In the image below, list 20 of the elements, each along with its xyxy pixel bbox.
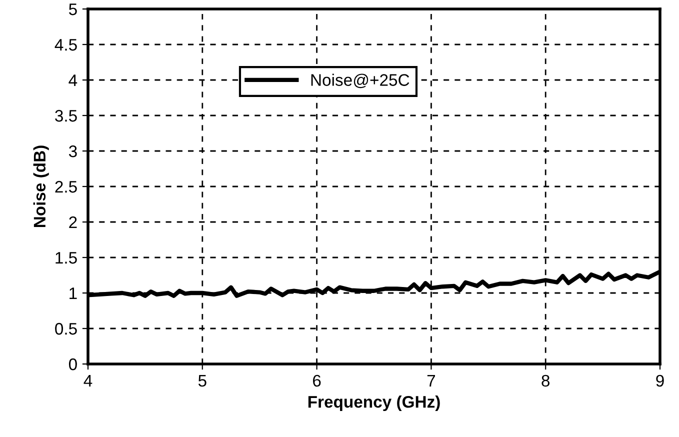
y-tick-label: 2.5 (55, 180, 77, 193)
y-axis-title: Noise (dB) (33, 146, 49, 228)
y-tick-label: 1 (70, 288, 77, 300)
y-tick-label: 3 (68, 145, 77, 158)
y-tick-label: 4 (68, 74, 78, 86)
y-tick-label: 3.5 (55, 110, 77, 122)
x-tick-label: 9 (656, 374, 664, 387)
x-tick-label: 8 (542, 374, 550, 387)
y-tick-label: 1.5 (56, 252, 77, 264)
y-tick-label: 5 (68, 4, 77, 16)
y-tick-label: 2 (69, 216, 77, 228)
x-tick-label: 6 (313, 374, 321, 387)
x-axis-title: Frequency (GHz) (308, 396, 440, 412)
y-tick-label: 0.5 (55, 322, 77, 335)
x-tick-label: 7 (427, 375, 435, 386)
y-tick-label: 4.5 (54, 39, 77, 51)
x-tick-label: 4 (84, 375, 92, 386)
x-tick-label: 5 (198, 375, 206, 387)
legend-label: Noise@+25C (311, 74, 410, 88)
y-tick-label: 0 (68, 358, 77, 370)
